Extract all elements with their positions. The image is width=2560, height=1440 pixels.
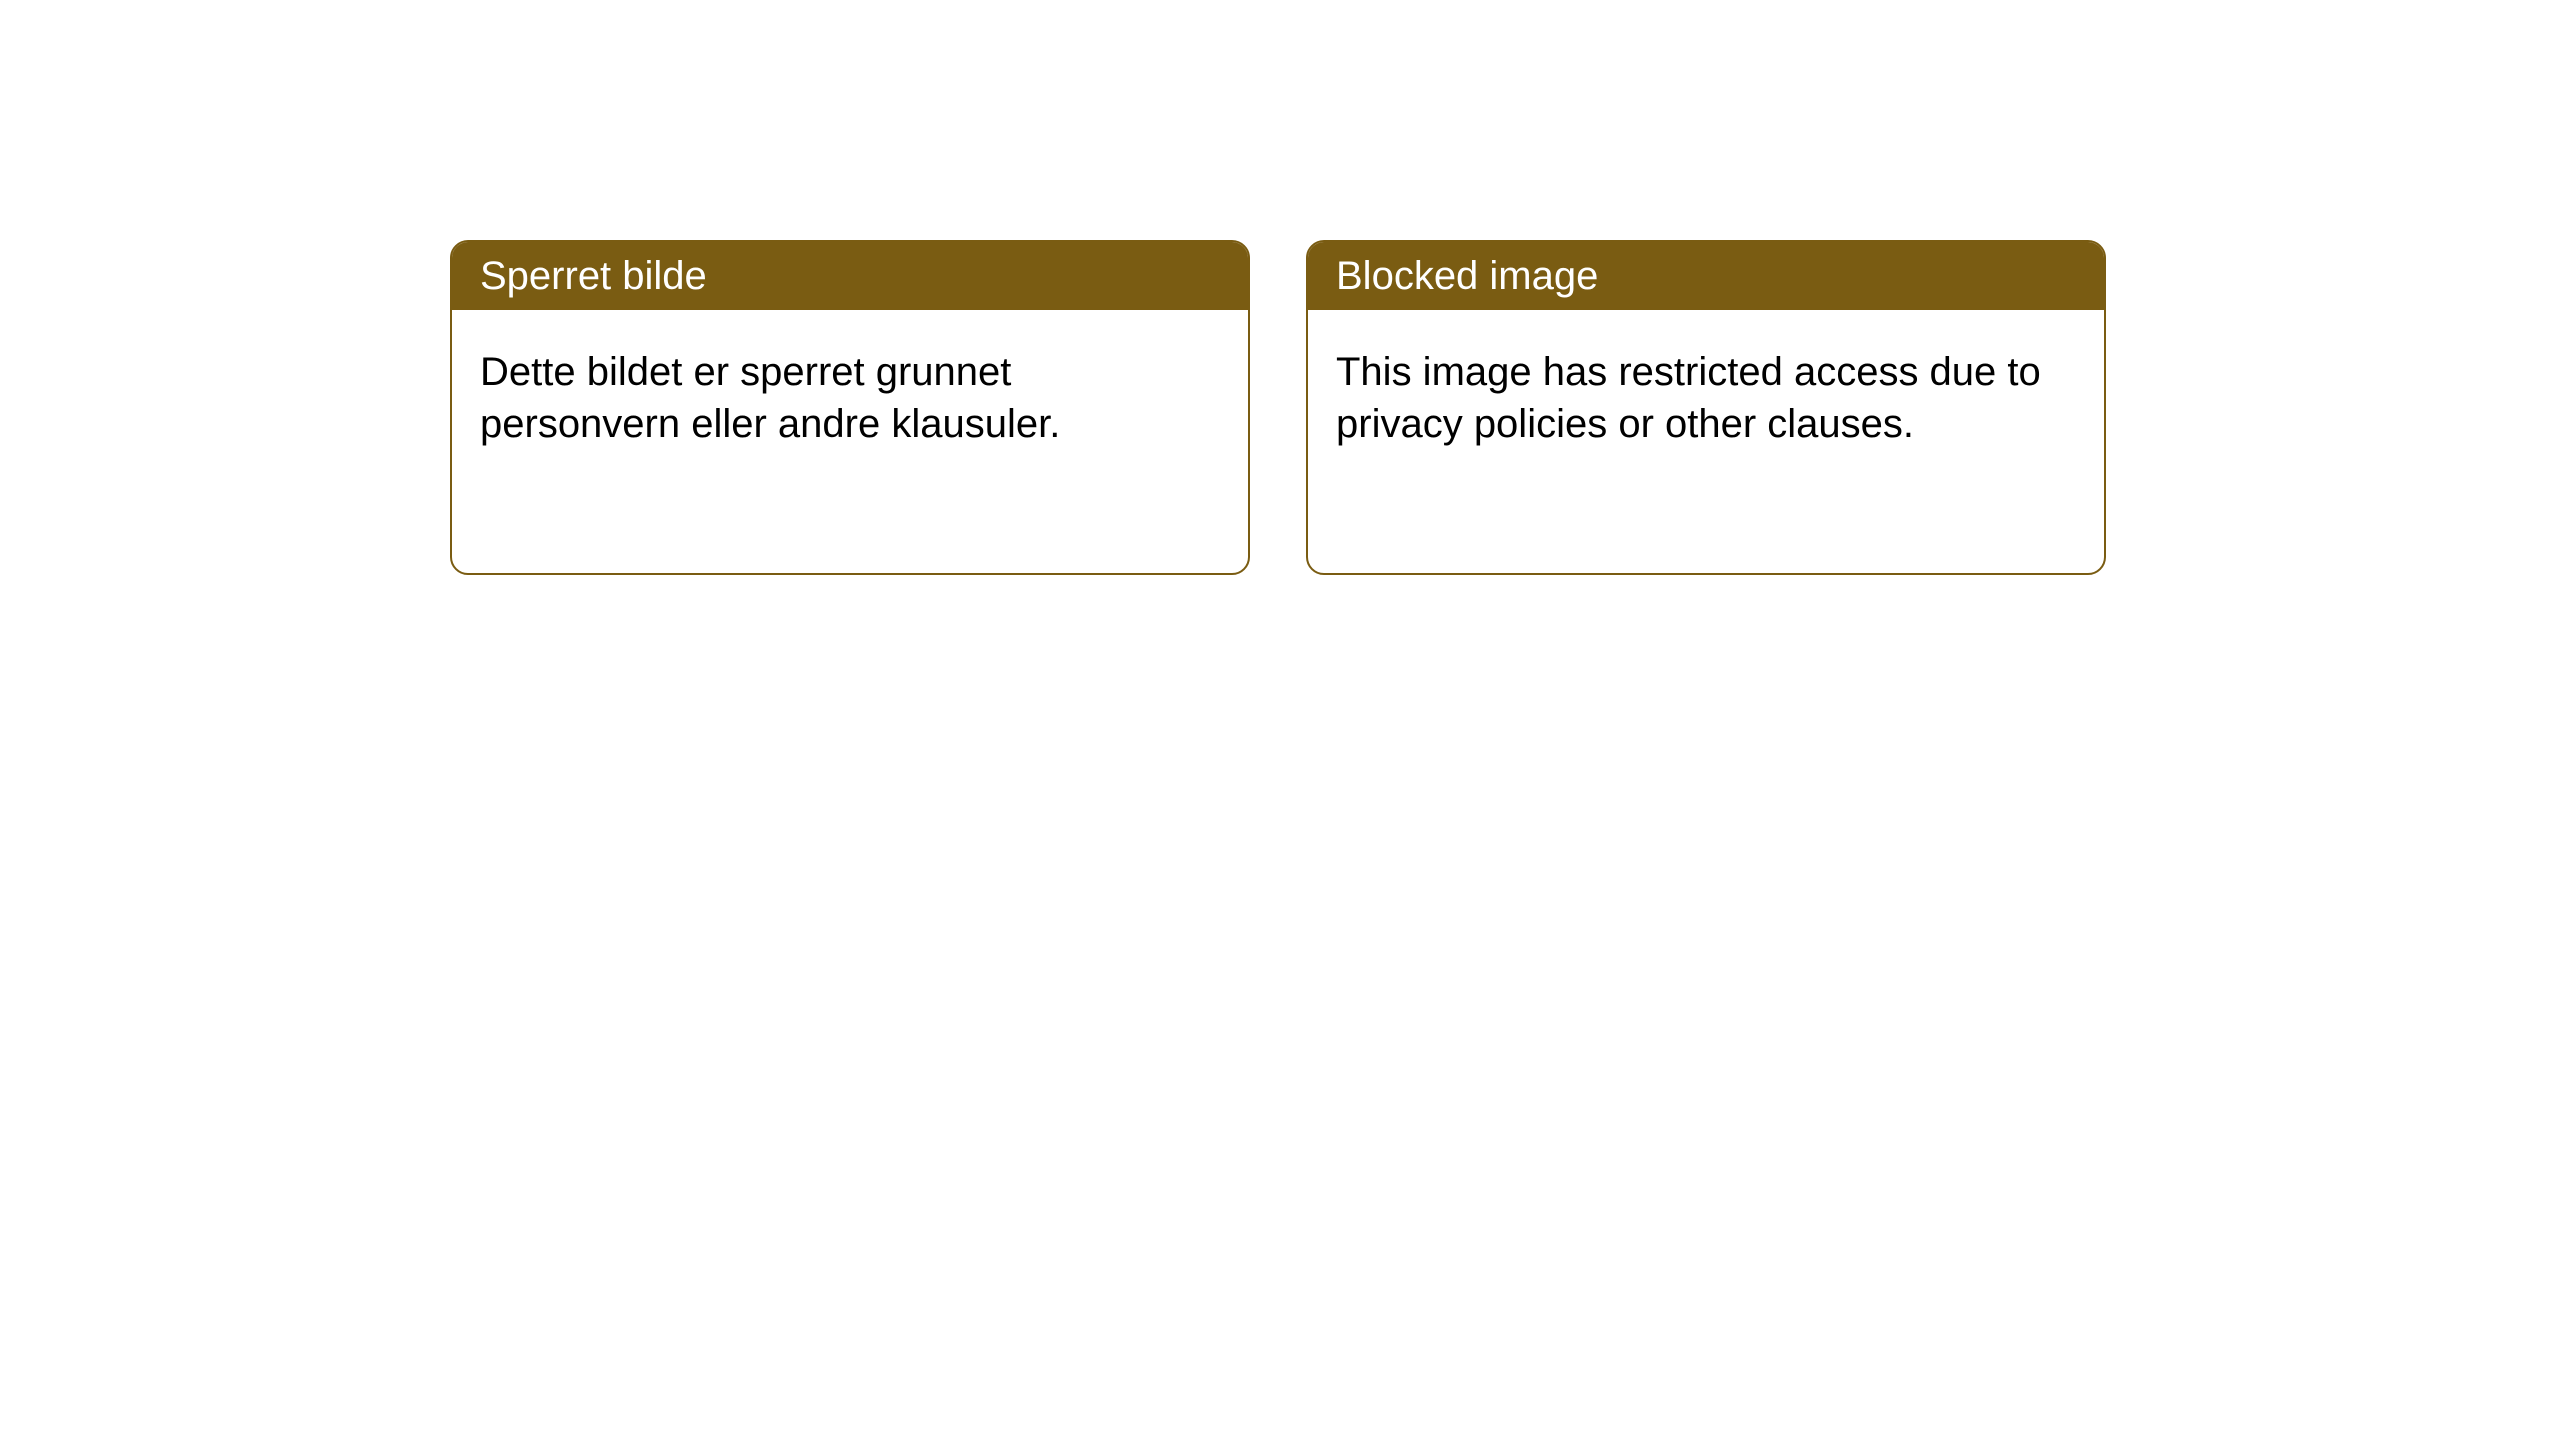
card-body: This image has restricted access due to … xyxy=(1308,310,2104,486)
blocked-image-card-en: Blocked image This image has restricted … xyxy=(1306,240,2106,575)
blocked-image-card-no: Sperret bilde Dette bildet er sperret gr… xyxy=(450,240,1250,575)
card-body: Dette bildet er sperret grunnet personve… xyxy=(452,310,1248,486)
card-header: Blocked image xyxy=(1308,242,2104,310)
blocked-image-cards: Sperret bilde Dette bildet er sperret gr… xyxy=(450,240,2106,575)
card-header: Sperret bilde xyxy=(452,242,1248,310)
